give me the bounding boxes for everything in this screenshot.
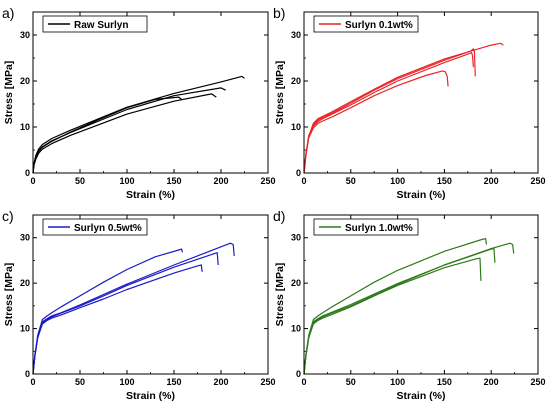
legend-box: [313, 218, 419, 236]
legend-box: [313, 15, 419, 33]
x-tick-label: 100: [390, 176, 405, 186]
legend: Surlyn 0.5wt%: [42, 218, 148, 236]
y-axis-label: Stress [MPa]: [3, 263, 15, 327]
legend-box: [42, 15, 148, 33]
x-axis-label: Strain (%): [396, 189, 445, 201]
x-tick-label: 200: [484, 176, 499, 186]
series-line-1: [32, 75, 245, 174]
panel-label: b): [273, 5, 285, 21]
x-tick-label: 0: [301, 377, 306, 387]
legend-entry: Surlyn 1.0wt%: [345, 223, 413, 234]
legend: Surlyn 1.0wt%: [313, 218, 419, 236]
y-tick-label: 20: [291, 278, 301, 288]
y-tick-label: 20: [291, 76, 301, 86]
y-tick-label: 10: [20, 324, 30, 334]
y-tick-label: 0: [296, 168, 301, 178]
legend: Surlyn 0.1wt%: [313, 15, 419, 33]
x-tick-label: 250: [260, 377, 275, 387]
x-tick-label: 0: [30, 377, 35, 387]
x-tick-label: 250: [530, 176, 545, 186]
x-tick-label: 150: [166, 176, 181, 186]
y-tick-label: 30: [20, 233, 30, 243]
series-line-2: [32, 87, 226, 174]
x-tick-label: 0: [30, 176, 35, 186]
y-axis-label: Stress [MPa]: [274, 61, 286, 125]
y-tick-label: 30: [291, 30, 301, 40]
panel-label: c): [2, 208, 14, 224]
plot-frame: [32, 214, 269, 375]
y-tick-label: 10: [291, 122, 301, 132]
x-tick-label: 200: [213, 176, 228, 186]
series-line-4: [32, 248, 184, 375]
y-tick-label: 30: [291, 233, 301, 243]
y-axis-label: Stress [MPa]: [3, 61, 15, 125]
x-tick-label: 150: [166, 377, 181, 387]
y-tick-label: 20: [20, 278, 30, 288]
x-tick-label: 200: [484, 377, 499, 387]
series-line-3: [32, 264, 203, 375]
series-line-1: [32, 242, 235, 375]
chart-panel-3: c) 0 50 100 150 200 250 0 10 20 30 Strain (%) Stress…: [2, 208, 276, 402]
series-line-4: [32, 96, 182, 174]
x-tick-label: 250: [530, 377, 545, 387]
y-tick-label: 0: [25, 369, 30, 379]
series-line-3: [32, 93, 217, 174]
x-tick-label: 100: [390, 377, 405, 387]
y-axis-label: Stress [MPa]: [274, 263, 286, 327]
y-tick-label: 10: [291, 324, 301, 334]
x-axis-label: Strain (%): [126, 189, 175, 201]
series-line-4: [303, 70, 449, 174]
y-tick-label: 20: [20, 76, 30, 86]
legend-box: [42, 218, 148, 236]
x-tick-label: 50: [346, 176, 356, 186]
x-axis-label: Strain (%): [126, 390, 175, 402]
y-tick-label: 0: [296, 369, 301, 379]
legend: Raw Surlyn: [42, 15, 148, 33]
x-tick-label: 200: [213, 377, 228, 387]
plot-frame: [303, 214, 539, 375]
series-line-3: [303, 51, 474, 174]
x-tick-label: 0: [301, 176, 306, 186]
series-line-4: [303, 238, 488, 375]
panel-label: d): [273, 208, 285, 224]
y-tick-label: 30: [20, 30, 30, 40]
legend-entry: Surlyn 0.5wt%: [74, 223, 142, 234]
x-tick-label: 50: [75, 377, 85, 387]
chart-panel-4: d) 0 50 100 150 200 250 0 10 20 30 Strain (%) Stress…: [273, 208, 546, 402]
plot-frame: [303, 11, 539, 174]
series-line-2: [303, 48, 476, 174]
y-tick-label: 10: [20, 122, 30, 132]
chart-panel-1: a) 0 50 100 150 200 250 0 10 20 30 Strain (%) Stress…: [2, 5, 276, 201]
x-axis-label: Strain (%): [396, 390, 445, 402]
x-tick-label: 250: [260, 176, 275, 186]
panel-label: a): [2, 5, 14, 21]
legend-entry: Surlyn 0.1wt%: [345, 20, 413, 31]
x-tick-label: 50: [75, 176, 85, 186]
plot-frame: [32, 11, 269, 174]
series-line-1: [303, 242, 515, 375]
x-tick-label: 150: [437, 377, 452, 387]
y-tick-label: 0: [25, 168, 30, 178]
series-line-2: [303, 248, 496, 375]
x-tick-label: 100: [119, 377, 134, 387]
x-tick-label: 100: [119, 176, 134, 186]
x-tick-label: 150: [437, 176, 452, 186]
legend-entry: Raw Surlyn: [74, 20, 128, 31]
series-line-3: [303, 257, 482, 375]
x-tick-label: 50: [346, 377, 356, 387]
chart-panel-2: b) 0 50 100 150 200 250 0 10 20 30 Strain (%) Stress…: [273, 5, 546, 201]
